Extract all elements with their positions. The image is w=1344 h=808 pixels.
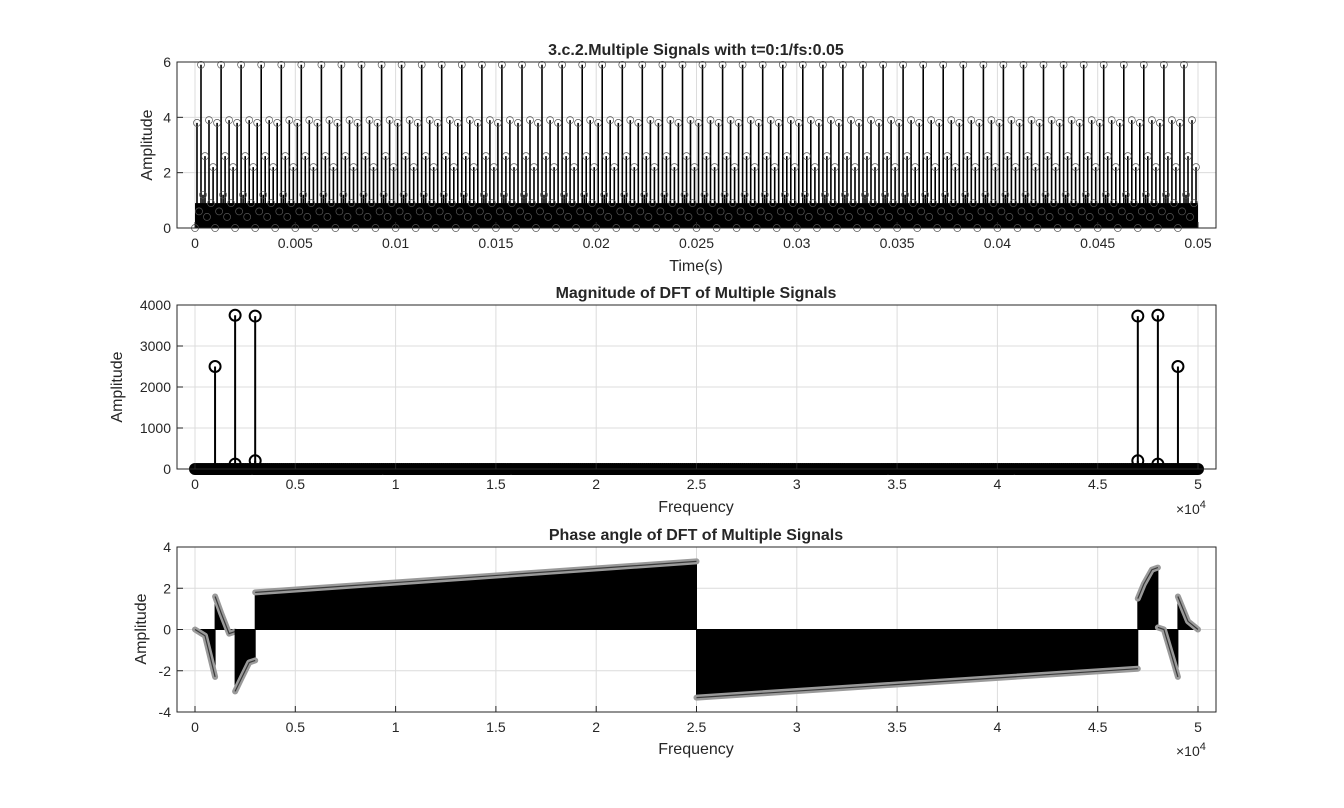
plot2-ylabel: Amplitude (109, 351, 126, 422)
plot1-xtick-label: 0.04 (984, 235, 1011, 251)
plot3-xtick-label: 1.5 (486, 719, 506, 735)
plot3-xtick-label: 5 (1194, 719, 1202, 735)
plot2-ytick-label: 0 (163, 461, 171, 477)
plot3-xtick-label: 4 (994, 719, 1002, 735)
plot3-marker-edge (214, 596, 236, 635)
plot2-peak-marker (248, 309, 262, 323)
plot1-xtick-label: 0 (191, 235, 199, 251)
plot3-xtick-label: 2.5 (687, 719, 707, 735)
plot1-xtick-label: 0.025 (679, 235, 714, 251)
plot1-xtick-label: 0.05 (1184, 235, 1211, 251)
plot3-marker-edge (234, 659, 256, 692)
plot2-x-exponent: ×104 (1176, 499, 1206, 517)
plot3-marker-edge (1157, 626, 1179, 678)
plot3-title: Phase angle of DFT of Multiple Signals (549, 527, 843, 544)
plot3-xlabel: Frequency (658, 741, 734, 758)
plot2-ytick-label: 3000 (140, 338, 171, 354)
plot2-peak-marker (228, 308, 242, 322)
plot3-marker-edge (194, 628, 216, 678)
plot1-xtick-label: 0.03 (783, 235, 810, 251)
plot3-marker-edge (1177, 596, 1199, 630)
plot3-xtick-label: 2 (592, 719, 600, 735)
plot1-xtick-label: 0.045 (1080, 235, 1115, 251)
plot2-peak-marker (208, 360, 222, 373)
plot2-ytick-label: 1000 (140, 420, 171, 436)
plot1-ylabel: Amplitude (139, 109, 156, 180)
plot3-xtick-label: 0 (191, 719, 199, 735)
plot1-xtick-label: 0.02 (583, 235, 610, 251)
plot3-ytick-label: 0 (163, 622, 171, 638)
plot2-xtick-label: 0.5 (286, 476, 306, 492)
plot3-xtick-label: 0.5 (286, 719, 306, 735)
plot3-marker-edge (255, 560, 697, 593)
plot2-xlabel: Frequency (658, 499, 734, 516)
plot1-ytick-label: 6 (163, 54, 171, 70)
plot2-xtick-label: 3 (793, 476, 801, 492)
plot2-peak-marker (1171, 360, 1185, 373)
plot3-ylabel: Amplitude (133, 593, 150, 664)
plot1-series (191, 60, 1200, 232)
plot2-ytick-label: 4000 (140, 297, 171, 313)
plot2-xtick-label: 4 (994, 476, 1002, 492)
plot3-ytick-label: -2 (159, 663, 172, 679)
plot1-xtick-label: 0.035 (880, 235, 915, 251)
plot3-marker-edge (1137, 567, 1159, 599)
plot2-xtick-label: 4.5 (1088, 476, 1108, 492)
plot1-xtick-label: 0.005 (278, 235, 313, 251)
plot1-xtick-label: 0.01 (382, 235, 409, 251)
plot2-xtick-label: 0 (191, 476, 199, 492)
plot2-xtick-label: 5 (1194, 476, 1202, 492)
plot3-xtick-label: 4.5 (1088, 719, 1108, 735)
plot2-xtick-label: 3.5 (887, 476, 907, 492)
plot2-peak-marker (1151, 308, 1165, 322)
plot3-xtick-label: 1 (392, 719, 400, 735)
plot3-xtick-label: 3 (793, 719, 801, 735)
plot3-xtick-label: 3.5 (887, 719, 907, 735)
plot3-ytick-label: -4 (159, 704, 172, 720)
plot3-series (192, 558, 1201, 701)
plot2-xtick-label: 1 (392, 476, 400, 492)
plot2-xtick-label: 2.5 (687, 476, 707, 492)
plot3-marker-edge (696, 668, 1138, 699)
plot3-x-exponent: ×104 (1176, 741, 1206, 759)
time-domain-plot: 3.c.2.Multiple Signals with t=0:1/fs:0.0… (139, 42, 1217, 275)
plot3-ytick-label: 2 (163, 580, 171, 596)
plot3-ytick-label: 4 (163, 539, 171, 555)
plot2-peak-marker (1131, 309, 1145, 323)
dft-phase-plot: Phase angle of DFT of Multiple Signals F… (133, 527, 1217, 759)
plot2-ytick-label: 2000 (140, 379, 171, 395)
plot2-title: Magnitude of DFT of Multiple Signals (556, 285, 837, 302)
plot2-xtick-label: 1.5 (486, 476, 506, 492)
plot1-ytick-label: 2 (163, 165, 171, 181)
plot1-ytick-label: 4 (163, 109, 171, 125)
plot2-xtick-label: 2 (592, 476, 600, 492)
plot1-ytick-label: 0 (163, 220, 171, 236)
plot1-title: 3.c.2.Multiple Signals with t=0:1/fs:0.0… (548, 42, 844, 59)
dft-magnitude-plot: Magnitude of DFT of Multiple Signals Fre… (109, 285, 1217, 517)
plot1-xtick-label: 0.015 (478, 235, 513, 251)
plot1-xlabel: Time(s) (669, 258, 723, 275)
